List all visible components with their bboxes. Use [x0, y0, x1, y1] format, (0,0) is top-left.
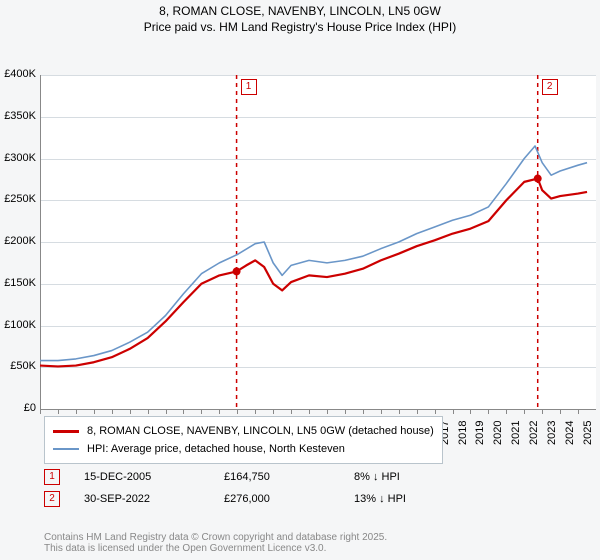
title-line-2: Price paid vs. HM Land Registry's House … [0, 20, 600, 36]
chart-container: 8, ROMAN CLOSE, NAVENBY, LINCOLN, LN5 0G… [0, 0, 600, 560]
chart-svg [0, 35, 600, 413]
x-tick-label: 2025 [582, 421, 594, 445]
legend-swatch [53, 448, 79, 450]
marker-badge: 1 [241, 79, 257, 95]
legend-box: 8, ROMAN CLOSE, NAVENBY, LINCOLN, LN5 0G… [44, 416, 443, 464]
sale-point [534, 175, 542, 183]
legend-label: 8, ROMAN CLOSE, NAVENBY, LINCOLN, LN5 0G… [87, 425, 434, 437]
x-tick-label: 2021 [510, 421, 522, 445]
footer-delta: 13% ↓ HPI [354, 493, 474, 505]
footer-badge: 2 [44, 491, 60, 507]
x-tick-label: 2018 [457, 421, 469, 445]
license-line-1: Contains HM Land Registry data © Crown c… [44, 532, 387, 543]
footer-price: £164,750 [224, 471, 354, 483]
marker-badge: 2 [542, 79, 558, 95]
license-line-2: This data is licensed under the Open Gov… [44, 543, 387, 554]
sale-point [233, 268, 241, 276]
x-tick-label: 2019 [474, 421, 486, 445]
series-hpi [40, 146, 587, 361]
x-tick-label: 2024 [564, 421, 576, 445]
footer-table: 1 15-DEC-2005£164,7508% ↓ HPI 2 30-SEP-2022… [44, 466, 474, 510]
footer-date: 15-DEC-2005 [84, 471, 224, 483]
footer-badge: 1 [44, 469, 60, 485]
footer-row: 2 30-SEP-2022£276,00013% ↓ HPI [44, 488, 474, 510]
legend-row: 8, ROMAN CLOSE, NAVENBY, LINCOLN, LN5 0G… [53, 422, 434, 440]
title-line-1: 8, ROMAN CLOSE, NAVENBY, LINCOLN, LN5 0G… [0, 4, 600, 20]
x-tick-label: 2022 [528, 421, 540, 445]
series-price_paid [40, 179, 587, 367]
legend-label: HPI: Average price, detached house, Nort… [87, 443, 345, 455]
footer-price: £276,000 [224, 493, 354, 505]
legend-row: HPI: Average price, detached house, Nort… [53, 440, 434, 458]
legend-swatch [53, 430, 79, 433]
footer-row: 1 15-DEC-2005£164,7508% ↓ HPI [44, 466, 474, 488]
footer-delta: 8% ↓ HPI [354, 471, 474, 483]
license-text: Contains HM Land Registry data © Crown c… [44, 532, 387, 554]
footer-date: 30-SEP-2022 [84, 493, 224, 505]
chart-area: £0£50K£100K£150K£200K£250K£300K£350K£400… [0, 35, 600, 459]
chart-titles: 8, ROMAN CLOSE, NAVENBY, LINCOLN, LN5 0G… [0, 0, 600, 35]
x-tick-label: 2023 [546, 421, 558, 445]
x-tick-label: 2020 [492, 421, 504, 445]
